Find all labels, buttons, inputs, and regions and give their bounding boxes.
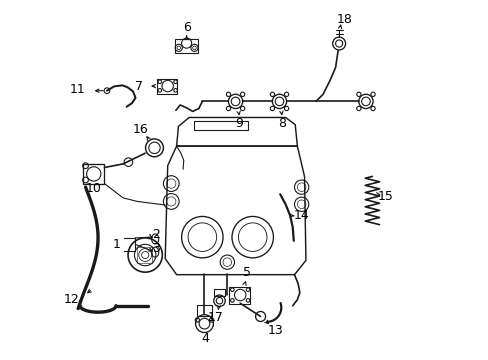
- Text: 9: 9: [235, 117, 243, 130]
- Text: 4: 4: [201, 332, 209, 345]
- Text: 13: 13: [267, 324, 283, 337]
- Text: 5: 5: [243, 266, 251, 279]
- Bar: [229, 287, 250, 304]
- Text: 17: 17: [207, 311, 224, 324]
- Text: 7: 7: [134, 80, 142, 93]
- Text: 14: 14: [293, 209, 309, 222]
- Bar: [83, 163, 104, 184]
- Text: 3: 3: [152, 242, 160, 255]
- Bar: [193, 121, 247, 130]
- Bar: [214, 289, 224, 296]
- Text: 11: 11: [70, 84, 85, 96]
- Bar: [157, 79, 176, 94]
- Bar: [175, 39, 198, 53]
- Text: 10: 10: [85, 183, 102, 195]
- Text: 8: 8: [278, 117, 286, 130]
- Text: 1: 1: [112, 238, 120, 251]
- Text: 15: 15: [377, 190, 392, 203]
- Text: 16: 16: [133, 123, 148, 136]
- Text: 2: 2: [152, 228, 160, 241]
- Bar: [196, 305, 212, 316]
- Text: 12: 12: [63, 293, 80, 306]
- Text: 6: 6: [183, 21, 190, 34]
- Text: 18: 18: [336, 13, 352, 26]
- Bar: [137, 247, 152, 263]
